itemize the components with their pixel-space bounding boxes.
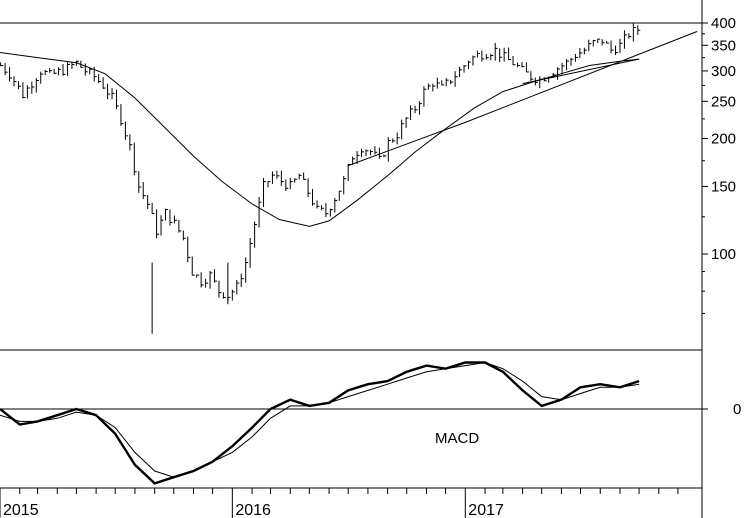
trendline bbox=[348, 31, 698, 167]
price-ytick-label: 200 bbox=[711, 131, 736, 148]
moving-average-line bbox=[0, 52, 640, 227]
chart-frame bbox=[0, 0, 703, 518]
x-year-label: 2016 bbox=[235, 502, 271, 518]
x-year-label: 2015 bbox=[3, 502, 39, 518]
price-ytick-label: 150 bbox=[711, 178, 736, 195]
macd-series-signal bbox=[0, 361, 640, 478]
macd-series-macd bbox=[0, 361, 640, 485]
macd-label: MACD bbox=[435, 430, 479, 447]
price-ytick-label: 300 bbox=[711, 63, 736, 80]
price-ytick-label: 100 bbox=[711, 246, 736, 263]
price-panel bbox=[0, 22, 702, 334]
x-year-label: 2017 bbox=[468, 502, 504, 518]
macd-ytick-label: 0 bbox=[733, 401, 741, 418]
macd-panel: MACD bbox=[0, 361, 702, 485]
price-ytick-label: 400 bbox=[711, 15, 736, 32]
price-ytick-label: 250 bbox=[711, 93, 736, 110]
price-ytick-label: 350 bbox=[711, 37, 736, 54]
axes: 400 350 300 250 200 150 100 0 2015 2016 2017 bbox=[0, 15, 741, 518]
trendline bbox=[522, 58, 640, 85]
